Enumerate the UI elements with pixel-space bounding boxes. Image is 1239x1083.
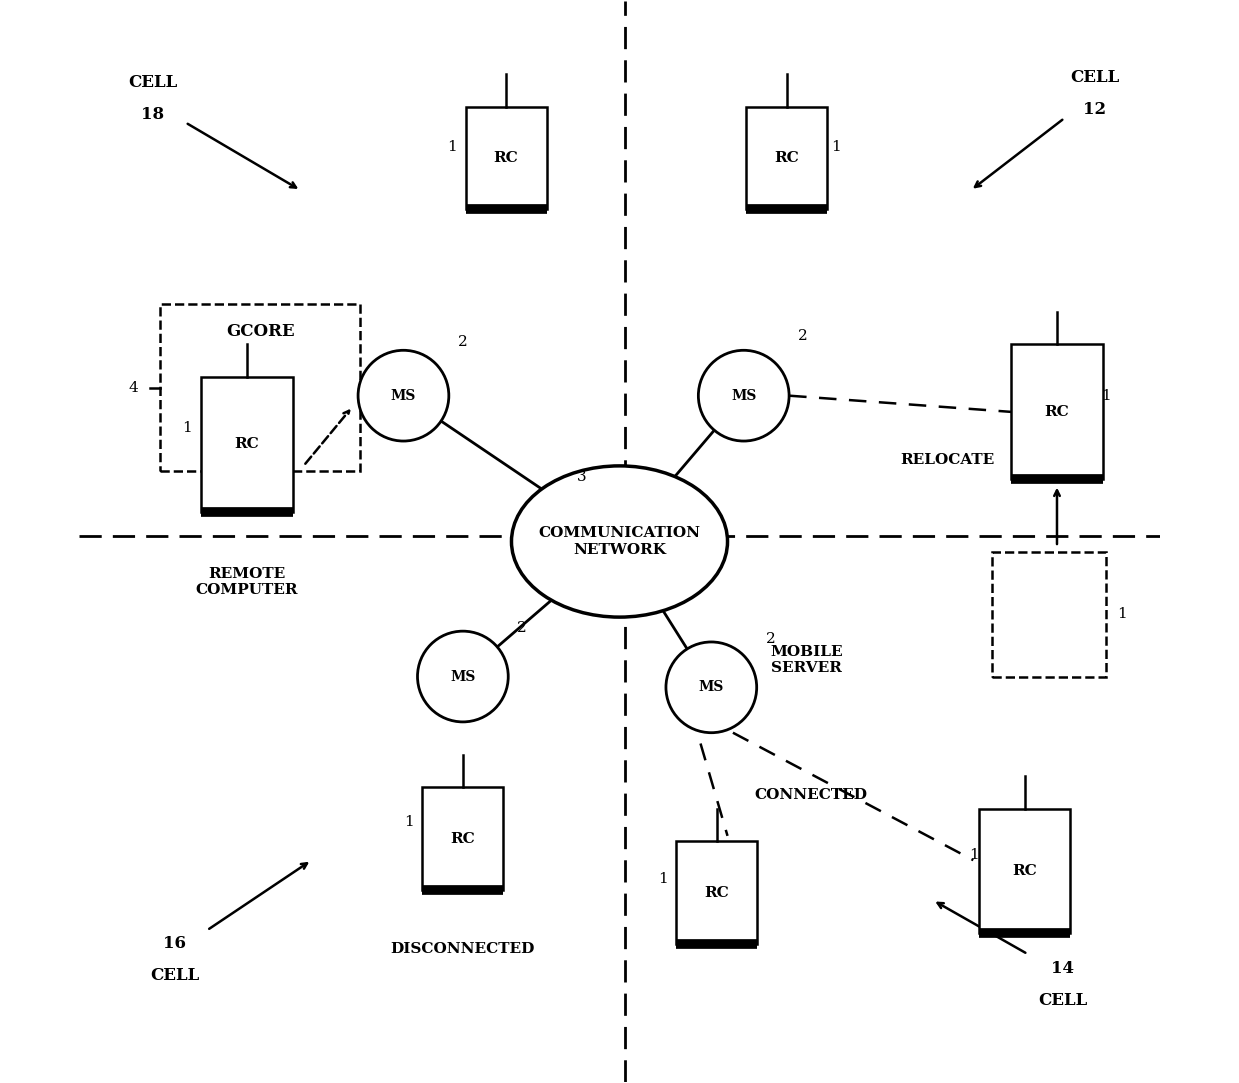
Text: 3: 3	[577, 470, 586, 484]
Text: MS: MS	[699, 680, 724, 694]
Bar	[992, 552, 1105, 677]
Text: RC: RC	[493, 151, 518, 165]
Text: RC: RC	[1012, 864, 1037, 878]
Ellipse shape	[512, 466, 727, 617]
Text: RC: RC	[451, 832, 476, 846]
Text: RC: RC	[774, 151, 799, 165]
Circle shape	[665, 642, 757, 733]
Bar	[422, 787, 503, 890]
Text: 4: 4	[129, 380, 139, 394]
Text: CELL: CELL	[128, 74, 177, 91]
Text: 18: 18	[141, 106, 165, 123]
Circle shape	[358, 350, 449, 441]
Text: 12: 12	[1083, 101, 1106, 118]
Text: 1: 1	[404, 815, 414, 830]
Text: 1: 1	[1116, 608, 1126, 622]
Text: 2: 2	[458, 335, 468, 349]
Text: 2: 2	[518, 621, 527, 635]
Circle shape	[699, 350, 789, 441]
Text: REMOTE
COMPUTER: REMOTE COMPUTER	[196, 566, 299, 597]
Bar	[746, 107, 828, 209]
Text: RC: RC	[1044, 405, 1069, 419]
Bar	[466, 107, 546, 209]
Text: MOBILE
SERVER: MOBILE SERVER	[771, 645, 844, 676]
Text: 2: 2	[766, 631, 776, 645]
Bar	[160, 304, 361, 471]
Text: 14: 14	[1051, 960, 1074, 977]
Circle shape	[418, 631, 508, 722]
Text: RC: RC	[234, 438, 259, 452]
Text: 1: 1	[1100, 389, 1110, 403]
Text: CELL: CELL	[1070, 68, 1119, 86]
Bar	[201, 377, 292, 512]
Bar	[676, 841, 757, 944]
Text: DISCONNECTED: DISCONNECTED	[390, 942, 535, 956]
Text: CELL: CELL	[150, 967, 199, 984]
Text: MS: MS	[731, 389, 757, 403]
Text: 16: 16	[164, 935, 186, 952]
Text: 1: 1	[830, 140, 840, 154]
Text: RELOCATE: RELOCATE	[901, 454, 995, 468]
Text: COMMUNICATION
NETWORK: COMMUNICATION NETWORK	[539, 526, 700, 557]
Text: 2: 2	[798, 329, 808, 343]
Text: MS: MS	[450, 669, 476, 683]
Text: GCORE: GCORE	[225, 324, 295, 340]
Text: 1: 1	[658, 872, 668, 886]
Text: 1: 1	[182, 421, 192, 435]
Bar	[1011, 344, 1103, 480]
Bar	[979, 809, 1070, 934]
Text: MS: MS	[390, 389, 416, 403]
Text: CONNECTED: CONNECTED	[755, 788, 867, 803]
Text: RC: RC	[704, 886, 729, 900]
Text: 1: 1	[969, 848, 979, 862]
Text: 1: 1	[447, 140, 457, 154]
Text: CELL: CELL	[1038, 992, 1087, 1009]
